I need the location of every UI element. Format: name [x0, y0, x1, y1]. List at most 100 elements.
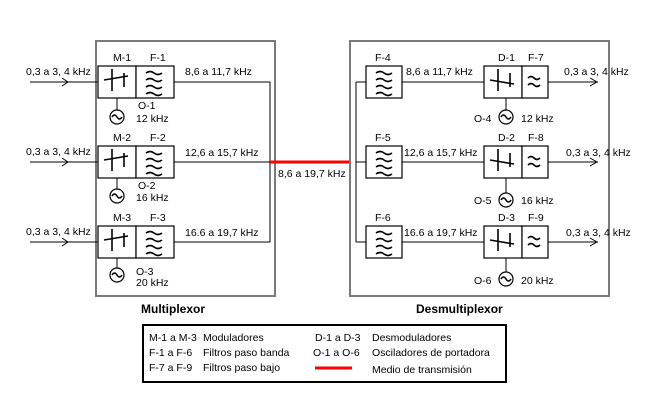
lowpass-filter-block-f7 [521, 65, 549, 99]
mux-filter-label-3: F-3 [150, 212, 166, 224]
oscillator-label-o4: O-4 [474, 113, 492, 125]
bandpass-filter-block-f3 [135, 225, 175, 259]
bandpass-filter-icon-f4 [375, 70, 393, 97]
oscillator-wave-o4 [500, 114, 512, 120]
legend-code-oscillators: O-1 a O-6 [313, 347, 360, 359]
legend-desc-bandpass: Filtros paso banda [203, 347, 290, 359]
demux-filter-label-2: F-5 [375, 132, 391, 144]
demux-band-label-1: 8,6 a 11,7 kHz [406, 66, 473, 78]
oscillator-freq-o1: 12 kHz [136, 113, 169, 125]
lowpass-label-f8: F-8 [528, 132, 544, 144]
oscillator-wave-o5 [500, 197, 512, 203]
demux-channel-1: F-4 8,6 a 11,7 kHz D-1 F-7 0,3 a 3, 4 kH… [356, 52, 629, 125]
legend-code-lowpass: F-7 a F-9 [149, 362, 192, 374]
bandpass-filter-icon-f1 [145, 70, 163, 97]
demux-filter-label-1: F-4 [375, 52, 391, 64]
legend-desc-oscillators: Osciladores de portadora [372, 347, 490, 359]
oscillator-label-o6: O-6 [474, 275, 492, 287]
oscillator-freq-o2: 16 kHz [136, 192, 169, 204]
mux-channel-1: 0,3 a 3, 4 kHz M-1 F-1 O-1 12 kHz 8,6 a … [26, 52, 270, 125]
mux-band-label-1: 8,6 a 11,7 kHz [185, 66, 252, 78]
demodulator-block-d1 [483, 65, 523, 99]
mux-filter-label-1: F-1 [150, 52, 166, 64]
demux-output-arrow-2 [589, 157, 599, 167]
demux-channel-2: F-5 12,6 a 15,7 kHz D-2 F-8 0,3 a 3, 4 k… [356, 132, 631, 208]
modulator-block-m1 [97, 65, 137, 99]
demux-output-label-1: 0,3 a 3, 4 kHz [564, 66, 629, 78]
demux-output-arrow-3 [589, 237, 599, 247]
legend-desc-modulators: Moduladores [203, 332, 264, 344]
demux-band-label-2: 12,6 a 15,7 kHz [404, 147, 478, 159]
lowpass-filter-icon-f7 [527, 75, 541, 88]
lowpass-label-f7: F-7 [528, 52, 544, 64]
modulator-block-m2 [97, 145, 137, 179]
bandpass-filter-block-f6 [365, 225, 403, 259]
oscillator-freq-o5: 16 kHz [521, 195, 554, 207]
modulator-icon-m2 [103, 149, 129, 171]
demux-output-label-3: 0,3 a 3, 4 kHz [566, 227, 631, 239]
oscillator-wave-o2 [111, 193, 123, 199]
oscillator-freq-o6: 20 kHz [521, 275, 554, 287]
modulator-block-m3 [97, 225, 137, 259]
oscillator-label-o1: O-1 [138, 100, 156, 112]
mux-input-label-1: 0,3 a 3, 4 kHz [26, 66, 91, 78]
lowpass-filter-block-f9 [521, 225, 549, 259]
demultiplexor-title: Desmultiplexor [416, 302, 503, 316]
bandpass-filter-icon-f3 [145, 230, 163, 257]
mux-modulator-label-2: M-2 [113, 132, 131, 144]
oscillator-wave-o1 [111, 114, 123, 120]
mux-band-label-2: 12,6 a 15,7 kHz [185, 147, 259, 159]
oscillator-wave-o6 [500, 276, 512, 282]
oscillator-label-o2: O-2 [138, 180, 156, 192]
demodulator-label-d2: D-2 [498, 132, 515, 144]
lowpass-filter-block-f8 [521, 145, 549, 179]
bandpass-filter-icon-f5 [375, 150, 393, 177]
mux-input-arrow-1 [61, 77, 69, 87]
mux-input-arrow-2 [61, 157, 69, 167]
mux-input-arrow-3 [61, 237, 69, 247]
mux-channel-3: 0,3 a 3, 4 kHz M-3 F-3 O-3 20 kHz 16.6 a… [26, 212, 270, 289]
demux-output-arrow-1 [589, 77, 599, 87]
legend-box [142, 324, 507, 383]
demodulator-icon-d2 [489, 149, 515, 171]
demux-output-label-2: 0,3 a 3, 4 kHz [566, 147, 631, 159]
oscillator-wave-o3 [111, 272, 123, 278]
lowpass-filter-icon-f9 [527, 235, 541, 248]
mux-channel-2: 0,3 a 3, 4 kHz M-2 F-2 O-2 16 kHz 12,6 a… [26, 132, 270, 204]
modulator-icon-m1 [103, 69, 129, 91]
oscillator-freq-o4: 12 kHz [521, 113, 554, 125]
multiplexor-title: Multiplexor [141, 302, 205, 316]
demodulator-icon-d1 [489, 69, 515, 91]
demodulator-label-d1: D-1 [498, 52, 515, 64]
oscillator-label-o5: O-5 [474, 195, 492, 207]
legend-code-modulators: M-1 a M-3 [149, 332, 197, 344]
mux-band-label-3: 16.6 a 19,7 kHz [185, 227, 259, 239]
oscillator-freq-o3: 20 kHz [136, 277, 169, 289]
bandpass-filter-block-f2 [135, 145, 175, 179]
demodulator-icon-d3 [489, 229, 515, 251]
bandpass-filter-icon-f2 [145, 150, 163, 177]
legend-code-bandpass: F-1 a F-6 [149, 347, 192, 359]
demux-filter-label-3: F-6 [375, 212, 391, 224]
legend-desc-lowpass: Filtros paso bajo [203, 362, 280, 374]
mux-input-label-2: 0,3 a 3, 4 kHz [26, 146, 91, 158]
demux-band-label-3: 16.6 a 19,7 kHz [404, 227, 478, 239]
oscillator-label-o3: O-3 [136, 266, 154, 278]
lowpass-filter-icon-f8 [527, 155, 541, 168]
demux-channel-3: F-6 16.6 a 19,7 kHz D-3 F-9 0,3 a 3, 4 k… [356, 212, 631, 287]
bandpass-filter-block-f4 [365, 65, 403, 99]
transmission-band-label: 8,6 a 19,7 kHz [278, 168, 346, 180]
mux-input-label-3: 0,3 a 3, 4 kHz [26, 226, 91, 238]
legend-desc-demodulators: Desmoduladores [372, 332, 451, 344]
mux-modulator-label-1: M-1 [113, 52, 131, 64]
legend: M-1 a M-3 Moduladores F-1 a F-6 Filtros … [149, 332, 490, 376]
demodulator-label-d3: D-3 [498, 212, 515, 224]
mux-filter-label-2: F-2 [150, 132, 166, 144]
lowpass-label-f9: F-9 [528, 212, 544, 224]
bandpass-filter-block-f1 [135, 65, 175, 99]
legend-transmission-label: Medio de transmisión [372, 364, 472, 376]
legend-code-demodulators: D-1 a D-3 [315, 332, 361, 344]
modulator-icon-m3 [103, 229, 129, 251]
